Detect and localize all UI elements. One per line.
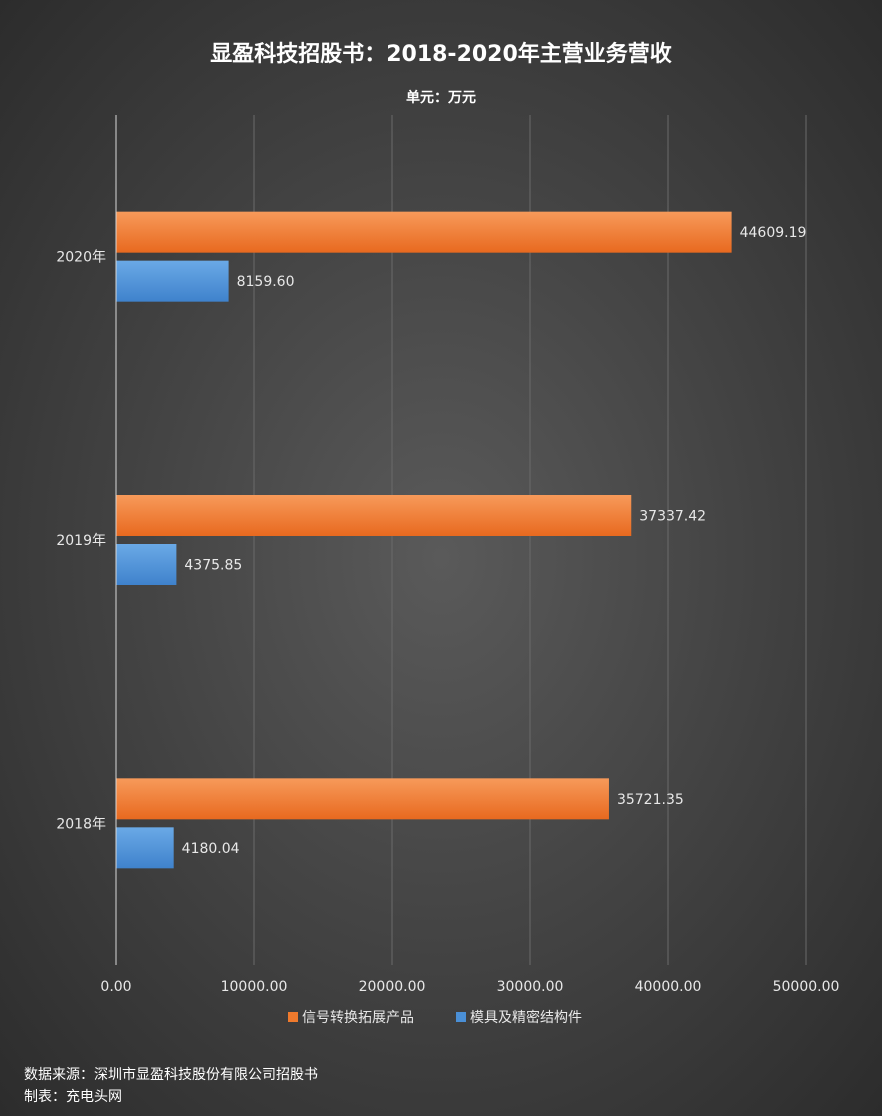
legend-swatch xyxy=(288,1012,298,1022)
bar xyxy=(116,544,177,585)
data-label: 4375.85 xyxy=(184,558,242,574)
legend-label: 模具及精密结构件 xyxy=(470,1009,582,1026)
bar xyxy=(116,827,174,869)
chart-subtitle: 单元：万元 xyxy=(406,90,476,106)
data-source-note: 数据来源：深圳市显盈科技股份有限公司招股书 xyxy=(24,1067,318,1083)
x-tick-label: 20000.00 xyxy=(359,979,426,995)
x-tick-label: 0.00 xyxy=(100,979,131,995)
legend-label: 信号转换拓展产品 xyxy=(302,1009,414,1026)
x-tick-label: 40000.00 xyxy=(635,979,702,995)
legend-swatch xyxy=(456,1012,466,1022)
y-category-label: 2018年 xyxy=(56,816,106,832)
bar xyxy=(116,260,229,302)
x-tick-label: 50000.00 xyxy=(773,979,840,995)
data-label: 35721.35 xyxy=(617,792,684,808)
bar xyxy=(116,778,609,820)
data-label: 37337.42 xyxy=(639,509,706,525)
data-label: 8159.60 xyxy=(237,274,295,290)
data-label: 4180.04 xyxy=(182,841,240,857)
data-label: 44609.19 xyxy=(740,225,807,241)
chart-maker-note: 制表：充电头网 xyxy=(24,1089,122,1105)
y-category-label: 2019年 xyxy=(56,533,106,549)
y-category-label: 2020年 xyxy=(56,250,106,266)
x-tick-label: 10000.00 xyxy=(221,979,288,995)
x-tick-label: 30000.00 xyxy=(497,979,564,995)
bar xyxy=(116,495,632,536)
chart-title: 显盈科技招股书：2018-2020年主营业务营收 xyxy=(210,42,672,67)
bar xyxy=(116,211,732,253)
